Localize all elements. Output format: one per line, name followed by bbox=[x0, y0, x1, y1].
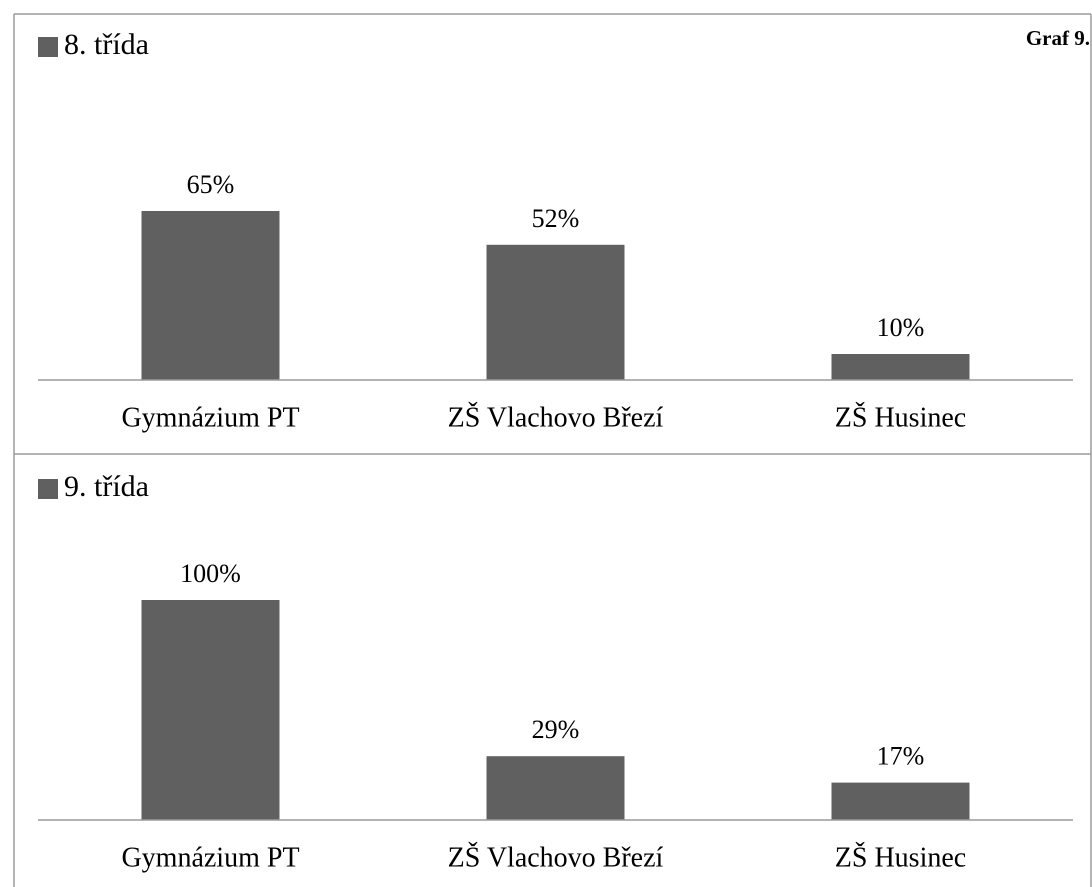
bar bbox=[486, 756, 625, 820]
annotation: Graf 9. bbox=[1026, 26, 1090, 50]
legend-label: 8. třída bbox=[64, 28, 149, 61]
data-label: 29% bbox=[532, 715, 580, 744]
bar bbox=[831, 354, 970, 380]
bar bbox=[141, 600, 280, 820]
legend-swatch bbox=[38, 37, 58, 57]
data-label: 65% bbox=[187, 170, 235, 199]
legend-label: 9. třída bbox=[64, 470, 149, 503]
data-label: 10% bbox=[877, 313, 925, 342]
data-label: 52% bbox=[532, 204, 580, 233]
bar bbox=[831, 782, 970, 820]
bar bbox=[141, 211, 280, 380]
x-tick-label: Gymnázium PT bbox=[121, 402, 299, 433]
x-tick-label: ZŠ Vlachovo Březí bbox=[448, 402, 664, 433]
bar bbox=[486, 244, 625, 380]
x-tick-label: ZŠ Vlachovo Březí bbox=[448, 842, 664, 873]
x-tick-label: ZŠ Husinec bbox=[835, 402, 966, 433]
data-label: 17% bbox=[877, 742, 925, 771]
x-tick-label: Gymnázium PT bbox=[121, 842, 299, 873]
x-tick-label: ZŠ Husinec bbox=[835, 842, 966, 873]
data-label: 100% bbox=[180, 559, 241, 588]
legend-swatch bbox=[38, 479, 58, 499]
